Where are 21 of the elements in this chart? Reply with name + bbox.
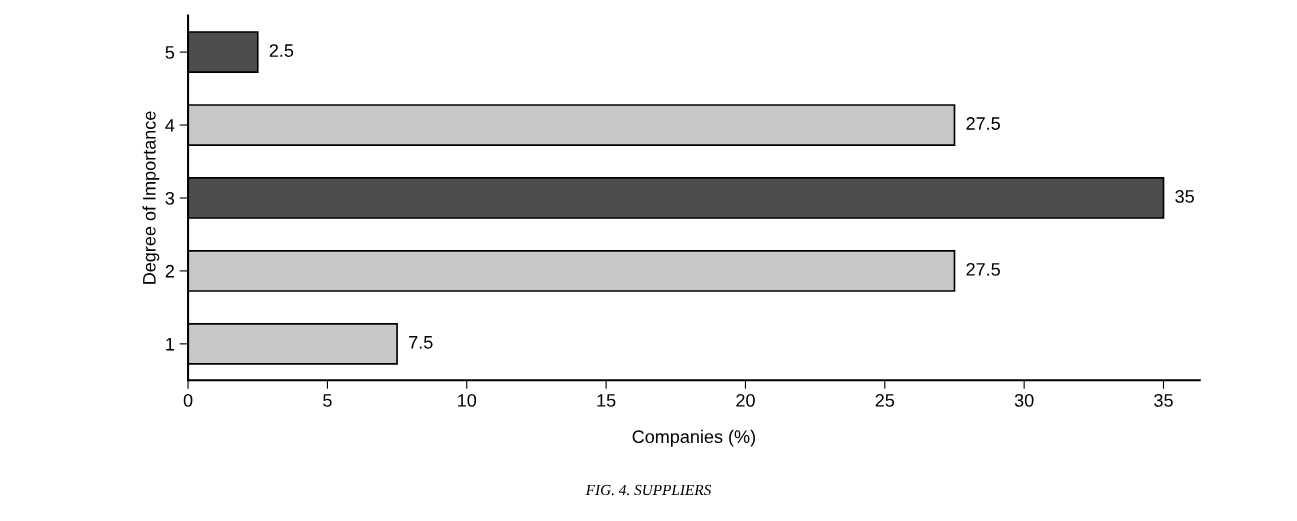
x-tick-label: 15 <box>597 394 616 407</box>
x-tick-label: 5 <box>323 394 332 407</box>
data-label: 2.5 <box>269 44 294 57</box>
y-tick-label: 3 <box>165 191 175 205</box>
data-label: 27.5 <box>966 117 1000 130</box>
y-tick-label: 2 <box>165 264 174 278</box>
x-axis-title: Companies (%) <box>632 429 755 447</box>
x-tick-label: 0 <box>183 394 193 407</box>
y-tick-label: 1 <box>166 337 174 351</box>
data-label: 35 <box>1175 190 1194 203</box>
x-tick-label: 25 <box>875 394 895 407</box>
x-tick-label: 30 <box>1014 394 1034 407</box>
caption: FIG. 4. SUPPLIERS <box>585 484 712 496</box>
data-label: 27.5 <box>966 262 1000 276</box>
y-tick-label: 5 <box>165 46 175 59</box>
x-tick-label: 10 <box>458 394 477 407</box>
data-label: 7.5 <box>409 336 433 349</box>
x-tick-label: 35 <box>1154 394 1173 407</box>
y-axis-title: Degree of Importance <box>142 111 160 284</box>
x-tick-label: 20 <box>736 394 755 407</box>
y-tick-label: 4 <box>165 119 175 132</box>
